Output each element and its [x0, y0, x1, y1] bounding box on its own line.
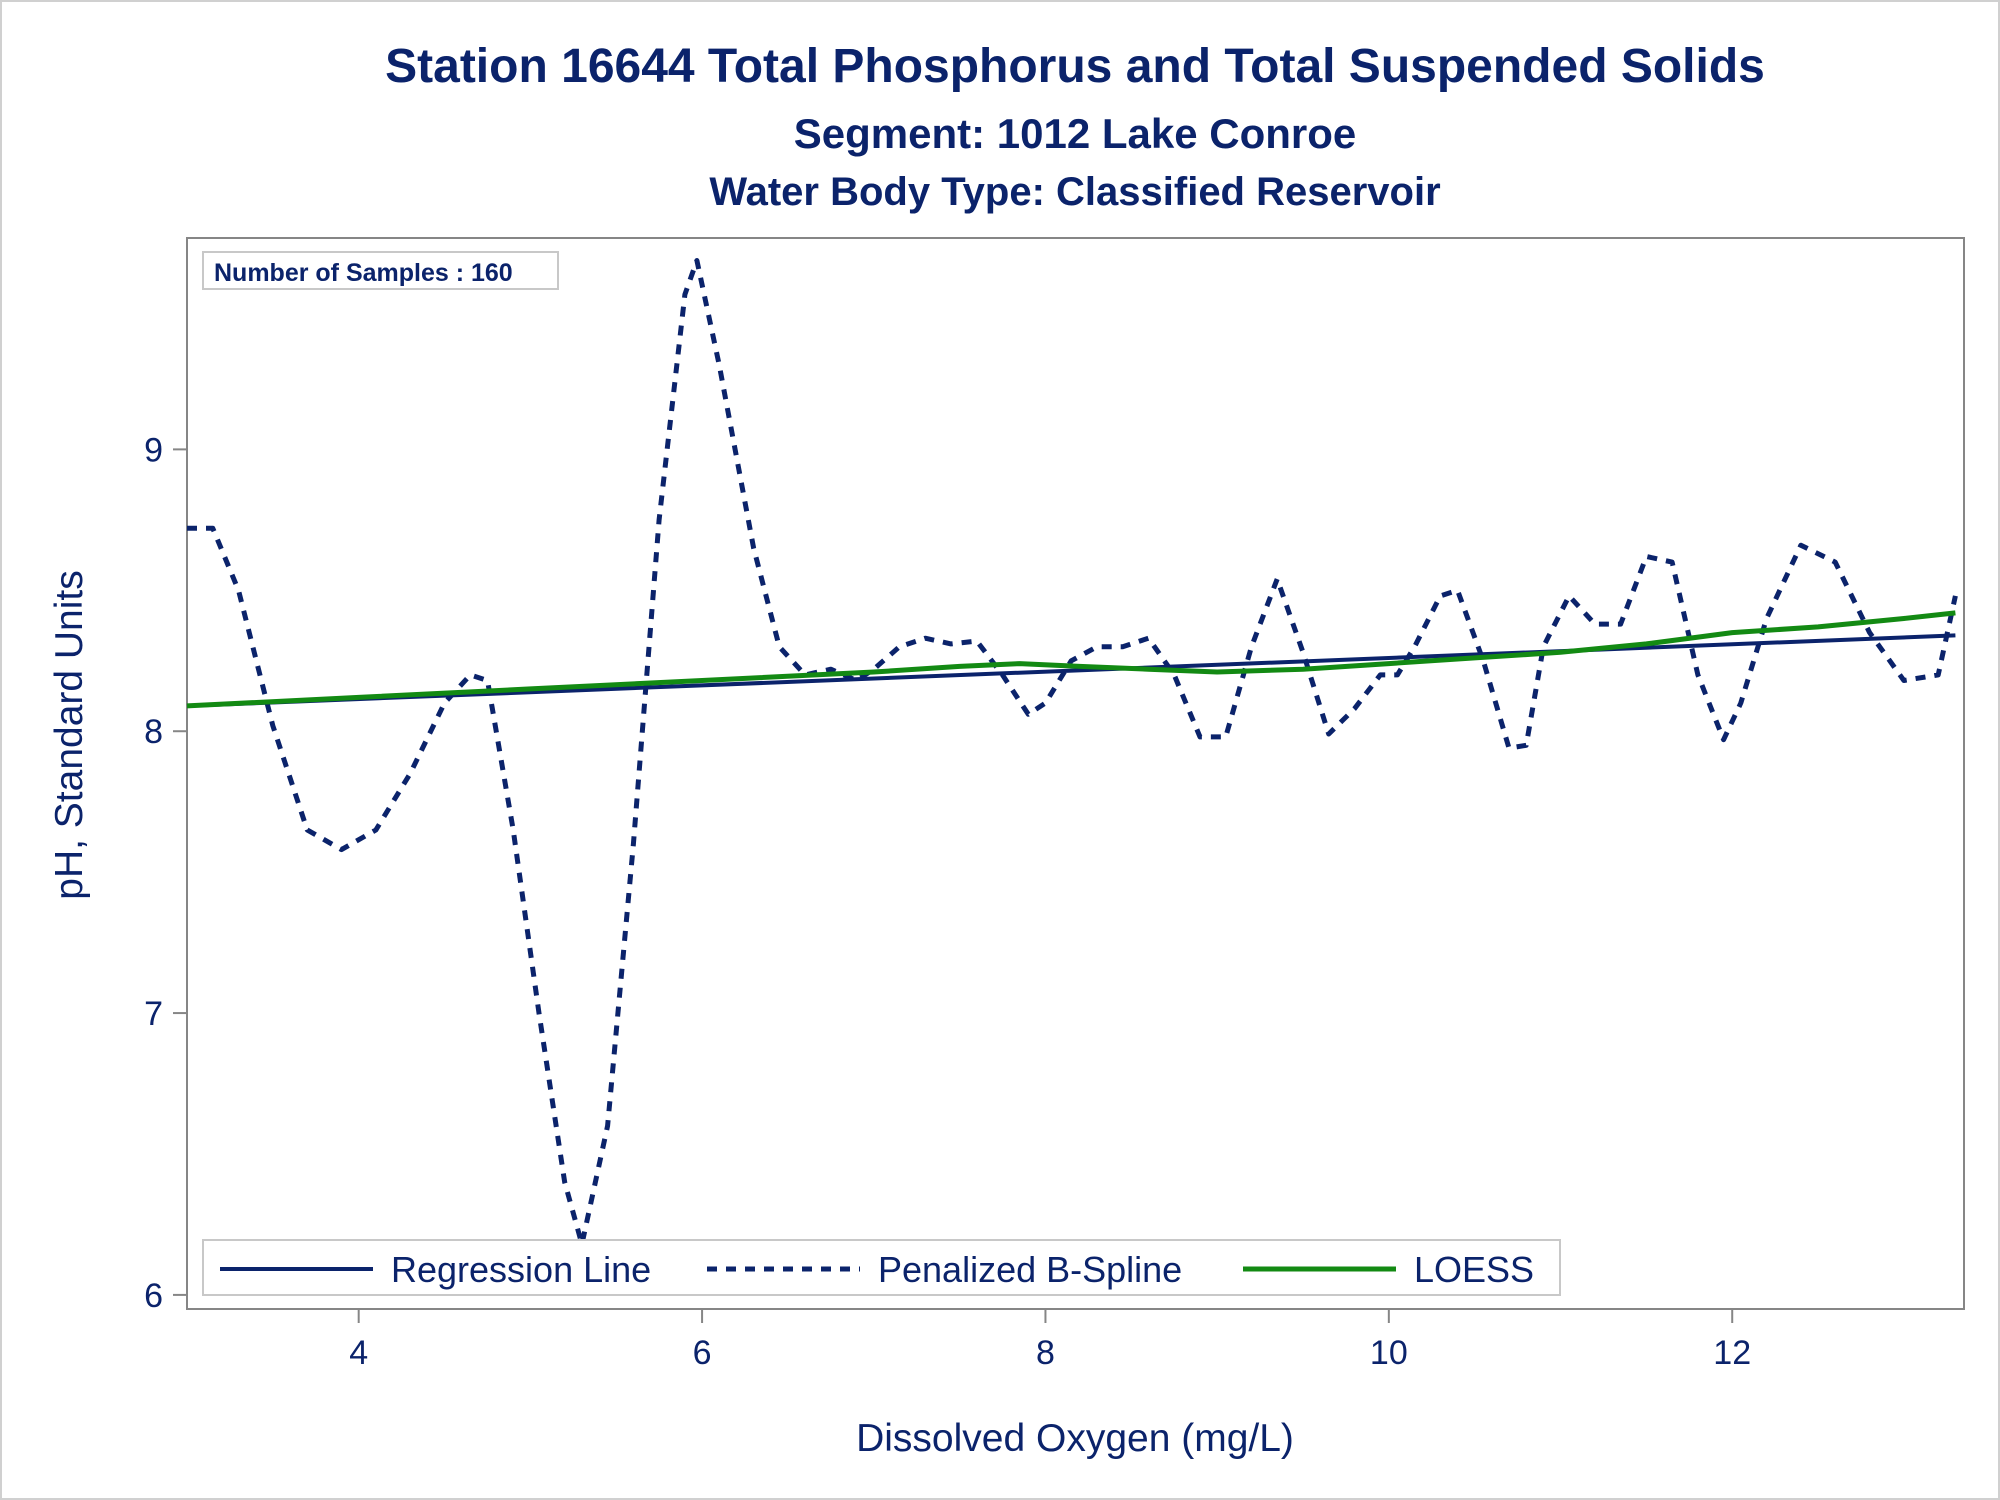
series-line-penalized-b-spline	[187, 258, 1958, 1247]
legend-label-penalized-b-spline: Penalized B-Spline	[878, 1249, 1182, 1290]
x-tick-label: 12	[1713, 1334, 1751, 1372]
x-tick-label: 10	[1370, 1334, 1408, 1372]
y-tick-label: 8	[144, 713, 163, 751]
x-axis-label: Dissolved Oxygen (mg/L)	[856, 1417, 1294, 1460]
legend-label-regression-line: Regression Line	[391, 1249, 651, 1290]
legend-label-loess: LOESS	[1414, 1249, 1534, 1290]
series-line-loess	[186, 610, 1956, 709]
x-tick-label: 4	[349, 1334, 368, 1372]
chart-subtitle-2: Water Body Type: Classified Reservoir	[709, 170, 1440, 214]
y-axis: 6 7 8 9	[144, 431, 187, 1315]
x-tick-label: 6	[693, 1334, 712, 1372]
chart-title: Station 16644 Total Phosphorus and Total…	[385, 40, 1765, 93]
y-tick-label: 7	[144, 995, 163, 1033]
x-axis: 4 6 8 10 12	[349, 1309, 1751, 1372]
y-tick-label: 9	[144, 431, 163, 469]
legend-items: Regression Line Penalized B-Spline LOESS	[220, 1249, 1534, 1290]
x-tick-label: 8	[1036, 1334, 1055, 1372]
sample-count-annotation: Number of Samples : 160	[214, 259, 513, 287]
plot-area	[186, 237, 1965, 1310]
series-layer	[186, 258, 1958, 1247]
y-axis-label: pH, Standard Units	[48, 570, 91, 900]
annotation-box	[202, 251, 559, 290]
chart-subtitle: Segment: 1012 Lake Conroe	[794, 110, 1357, 157]
series-line-regression-line	[186, 633, 1956, 708]
y-tick-label: 6	[144, 1277, 163, 1315]
